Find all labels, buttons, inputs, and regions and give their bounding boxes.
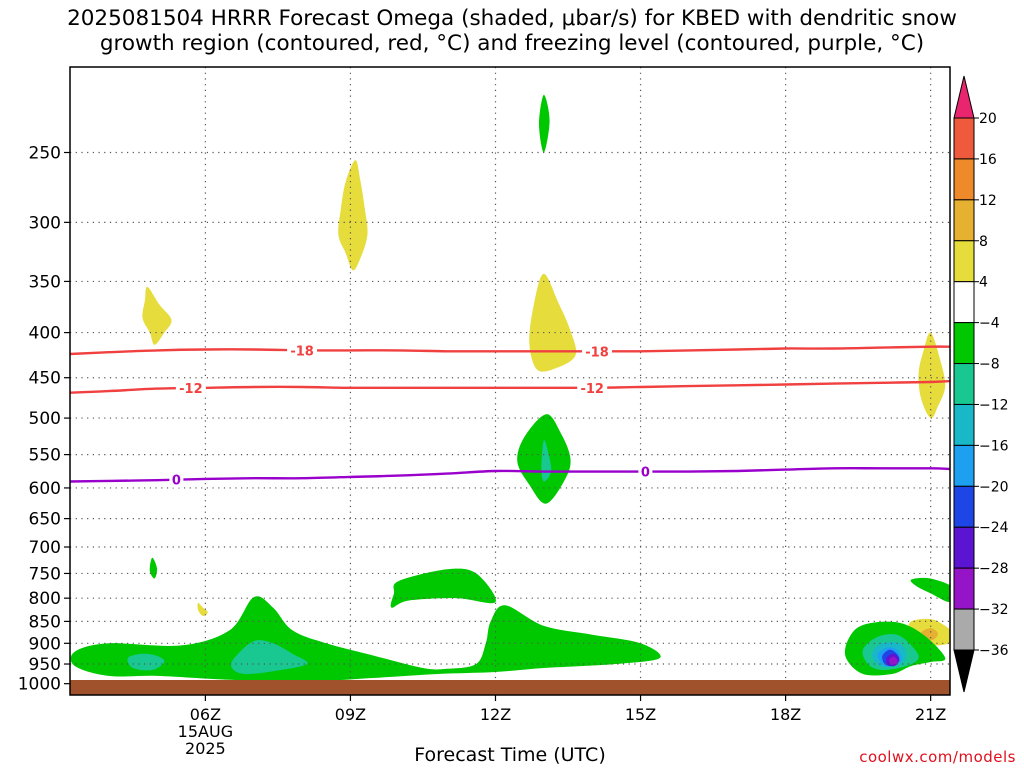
y-tick-label: 950: [29, 655, 61, 675]
y-tick-label: 800: [29, 589, 61, 609]
contour-label: -12: [580, 382, 604, 397]
omega-region-pos4: [918, 332, 946, 419]
y-tick-label: 850: [29, 612, 61, 632]
chart-title: 2025081504 HRRR Forecast Omega (shaded, …: [67, 6, 957, 56]
colorbar-label: −12: [979, 397, 1009, 413]
colorbar-bin: [953, 240, 975, 283]
colorbar-label: −4: [979, 316, 1000, 332]
y-tick-label: 900: [29, 634, 61, 654]
contour-label: -18: [290, 344, 314, 359]
y-tick-label: 750: [29, 564, 61, 584]
x-tick-sublabel: 2025: [185, 739, 226, 758]
contour-label: 0: [172, 474, 181, 489]
colorbar: 20 16 12 8 4 −4 −8 −12 −16 −20 −24 −28 −32 −36: [953, 75, 1009, 693]
omega-region-neg4: [539, 94, 550, 153]
omega-region-neg8: [127, 653, 165, 671]
omega-region-neg28: [889, 656, 898, 665]
credit-link[interactable]: coolwx.com/models: [859, 748, 1016, 766]
omega-region-neg4: [149, 557, 158, 579]
x-axis-label: Forecast Time (UTC): [414, 744, 606, 766]
temperature-contours: -18 -18 -12 -12 0 0: [70, 342, 950, 489]
colorbar-label: 4: [979, 275, 988, 291]
x-tick-label: 18Z: [770, 705, 801, 724]
omega-region-pos4: [529, 273, 577, 372]
colorbar-top-triangle: [953, 75, 975, 119]
colorbar-label: −28: [979, 561, 1009, 577]
contour-label-bg: [577, 379, 608, 396]
x-tick-label: 09Z: [335, 705, 366, 724]
contour-label-bg: [638, 463, 653, 480]
y-tick-label: 500: [29, 409, 61, 429]
colorbar-bin: [953, 444, 975, 487]
plot-frame: [69, 66, 951, 696]
x-tick-sublabel: 15AUG: [178, 722, 233, 741]
colorbar-bin: [953, 526, 975, 569]
y-tick-label: 650: [29, 510, 61, 530]
plot-background: [70, 67, 950, 695]
omega-region-neg4: [70, 596, 661, 682]
y-tick-label: 250: [29, 143, 61, 163]
colorbar-bin: [953, 403, 975, 446]
contour-label-bg: [175, 380, 206, 397]
contour-label-bg: [582, 343, 613, 360]
contour-line-neg12: [70, 379, 950, 394]
colorbar-bin: [953, 608, 975, 651]
ground-surface: [70, 680, 950, 695]
colorbar-bin: [953, 117, 975, 160]
contour-label: 0: [641, 466, 650, 481]
contour-label: -12: [179, 382, 203, 397]
contour-label: -18: [585, 345, 609, 360]
colorbar-label: −24: [979, 520, 1009, 536]
contour-line-0: [70, 467, 950, 483]
colorbar-bottom-triangle: [953, 649, 975, 693]
colorbar-bin: [953, 281, 975, 324]
y-tick-label: 600: [29, 479, 61, 499]
colorbar-label: −16: [979, 438, 1009, 454]
colorbar-label: −36: [979, 643, 1009, 659]
y-tick-label: 1000: [18, 675, 61, 695]
x-tick-label: 15Z: [625, 705, 656, 724]
colorbar-bin: [953, 485, 975, 528]
colorbar-label: 16: [979, 152, 997, 168]
omega-region-pos4: [338, 160, 368, 271]
omega-shading: [70, 94, 950, 682]
colorbar-bin: [953, 322, 975, 365]
y-tick-label: 300: [29, 213, 61, 233]
colorbar-label: 12: [979, 193, 997, 209]
contour-label-bg: [287, 342, 318, 359]
colorbar-bin: [953, 363, 975, 405]
omega-region-neg8: [231, 640, 308, 675]
colorbar-label: 8: [979, 234, 988, 250]
y-tick-label: 450: [29, 369, 61, 389]
colorbar-label: 20: [979, 111, 997, 127]
omega-region-neg4: [910, 577, 950, 603]
contour-line-neg18: [70, 345, 950, 356]
x-tick-label: 06Z: [190, 705, 221, 724]
colorbar-bin: [953, 199, 975, 242]
colorbar-label: −8: [979, 357, 1000, 373]
contour-label-bg: [169, 471, 184, 488]
colorbar-label: −32: [979, 602, 1009, 618]
y-tick-label: 700: [29, 538, 61, 558]
colorbar-bin: [953, 158, 975, 201]
y-tick-label: 550: [29, 446, 61, 466]
y-tick-label: 400: [29, 324, 61, 344]
x-tick-label: 12Z: [480, 705, 511, 724]
x-tick-label: 21Z: [915, 705, 946, 724]
colorbar-bin: [953, 567, 975, 610]
omega-region-pos4: [142, 286, 172, 345]
colorbar-label: −20: [979, 479, 1009, 495]
axes: 2503003504004505005506006507007508008509…: [18, 143, 947, 758]
omega-region-pos4: [197, 602, 208, 617]
y-tick-label: 350: [29, 272, 61, 292]
